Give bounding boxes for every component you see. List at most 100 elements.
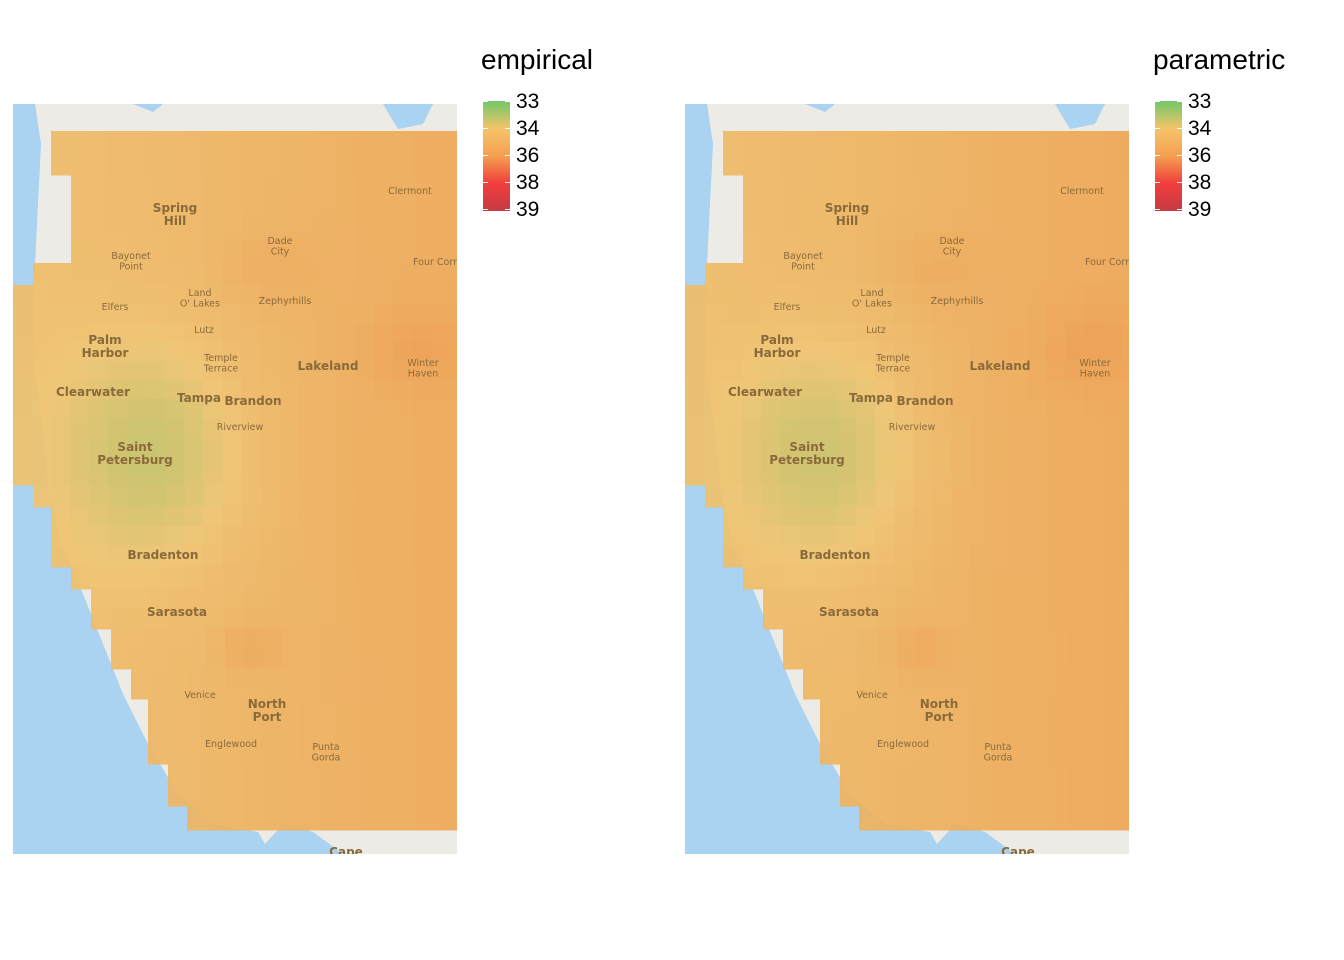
- heat-grid: [13, 131, 457, 831]
- heat-cell: [934, 743, 954, 763]
- legend-title: parametric: [1153, 44, 1286, 75]
- heat-cell: [338, 762, 358, 765]
- heat-cell: [357, 699, 377, 719]
- heat-cell: [108, 507, 128, 527]
- heat-cell: [166, 194, 186, 214]
- heat-cell: [51, 507, 71, 527]
- heat-cell: [934, 699, 954, 719]
- heat-cell: [244, 802, 264, 807]
- heat-cell: [165, 304, 185, 324]
- heat-cell: [932, 564, 952, 568]
- heat-cell: [280, 240, 300, 260]
- heat-cell: [914, 175, 934, 195]
- heat-cell: [452, 718, 457, 725]
- heat-cell: [127, 475, 147, 486]
- panel-parametric: Spring Hill Dade City Clermont Bayonet Point Fo…: [672, 0, 1344, 960]
- heat-cell: [1085, 232, 1105, 241]
- heat-cell: [282, 825, 302, 831]
- heat-cell: [990, 263, 1010, 283]
- heat-cell: [223, 213, 243, 233]
- heat-cell: [165, 323, 185, 343]
- heat-cell: [356, 504, 376, 508]
- heat-cell: [224, 608, 244, 628]
- heat-cell: [933, 259, 953, 264]
- heat-cell: [818, 131, 838, 151]
- heat-cell: [952, 259, 972, 264]
- heat-cell: [393, 456, 413, 476]
- heat-cell: [970, 380, 990, 400]
- heat-cell: [263, 648, 283, 668]
- heat-cell: [167, 724, 187, 744]
- heat-cell: [393, 545, 413, 565]
- heat-cell: [781, 213, 801, 233]
- heat-cell: [433, 743, 453, 763]
- heat-cell: [451, 586, 457, 590]
- heat-cell: [1027, 323, 1047, 343]
- heat-cell: [914, 213, 934, 233]
- heat-cell: [222, 361, 242, 381]
- heat-cell: [374, 418, 394, 438]
- heat-cell: [1126, 669, 1129, 689]
- heat-cell: [108, 380, 128, 400]
- heat-cell: [932, 507, 952, 527]
- heat-cell: [875, 304, 895, 324]
- heat-cell: [336, 526, 356, 546]
- heat-cell: [395, 608, 415, 628]
- heat-cell: [1049, 802, 1069, 807]
- heat-cell: [857, 504, 877, 508]
- heat-cell: [743, 232, 763, 241]
- heat-cell: [1046, 399, 1066, 419]
- heat-cell: [262, 743, 282, 763]
- heat-cell: [1105, 724, 1125, 744]
- heat-cell: [932, 323, 952, 343]
- heat-cell: [317, 456, 337, 476]
- heat-cell: [374, 131, 394, 151]
- heat-cell: [1030, 629, 1050, 649]
- heat-cell: [299, 213, 319, 233]
- heat-cell: [186, 724, 206, 744]
- heat-cell: [723, 564, 743, 568]
- heat-cell: [319, 699, 339, 719]
- heat-cell: [972, 608, 992, 628]
- heat-cell: [355, 399, 375, 419]
- heat-cell: [244, 667, 264, 670]
- heat-cell: [393, 342, 413, 362]
- heat-cell: [1087, 629, 1107, 649]
- place-label: Sarasota: [147, 605, 207, 619]
- heat-cell: [109, 194, 129, 214]
- heat-cell: [226, 669, 246, 689]
- map-parametric[interactable]: Spring Hill Dade City Clermont Bayonet Point Fo…: [685, 104, 1129, 854]
- heat-cell: [375, 282, 395, 286]
- legend-tick-label: 38: [516, 171, 540, 194]
- heat-cell: [206, 806, 226, 826]
- heat-cell: [206, 825, 226, 831]
- heat-cell: [149, 667, 169, 670]
- heat-cell: [723, 342, 743, 362]
- heat-cell: [970, 399, 990, 419]
- heat-cell: [396, 802, 416, 807]
- heat-cell: [71, 586, 91, 590]
- heat-cell: [1084, 380, 1104, 400]
- heat-cell: [432, 586, 452, 590]
- heat-cell: [206, 802, 226, 807]
- heat-cell: [301, 783, 321, 803]
- heat-cell: [90, 282, 110, 286]
- legend-tick-label: 34: [516, 117, 540, 140]
- heat-cell: [301, 802, 321, 807]
- heat-cell: [185, 263, 205, 283]
- heat-cell: [186, 608, 206, 628]
- heat-cell: [127, 418, 147, 438]
- heat-cell: [781, 232, 801, 241]
- heat-cell: [932, 475, 952, 486]
- heat-cell: [1085, 263, 1105, 283]
- heat-cell: [1011, 764, 1031, 784]
- heat-cell: [780, 526, 800, 546]
- place-label: Dade: [267, 236, 292, 247]
- map-empirical[interactable]: Spring Hill Dade City Clermont Bayonet Point Fo…: [13, 104, 457, 854]
- heat-cell: [186, 718, 206, 725]
- heat-cell: [89, 399, 109, 419]
- heat-cell: [1086, 608, 1106, 628]
- heat-cell: [989, 380, 1009, 400]
- heat-cell: [224, 699, 244, 719]
- heat-cell: [723, 150, 743, 170]
